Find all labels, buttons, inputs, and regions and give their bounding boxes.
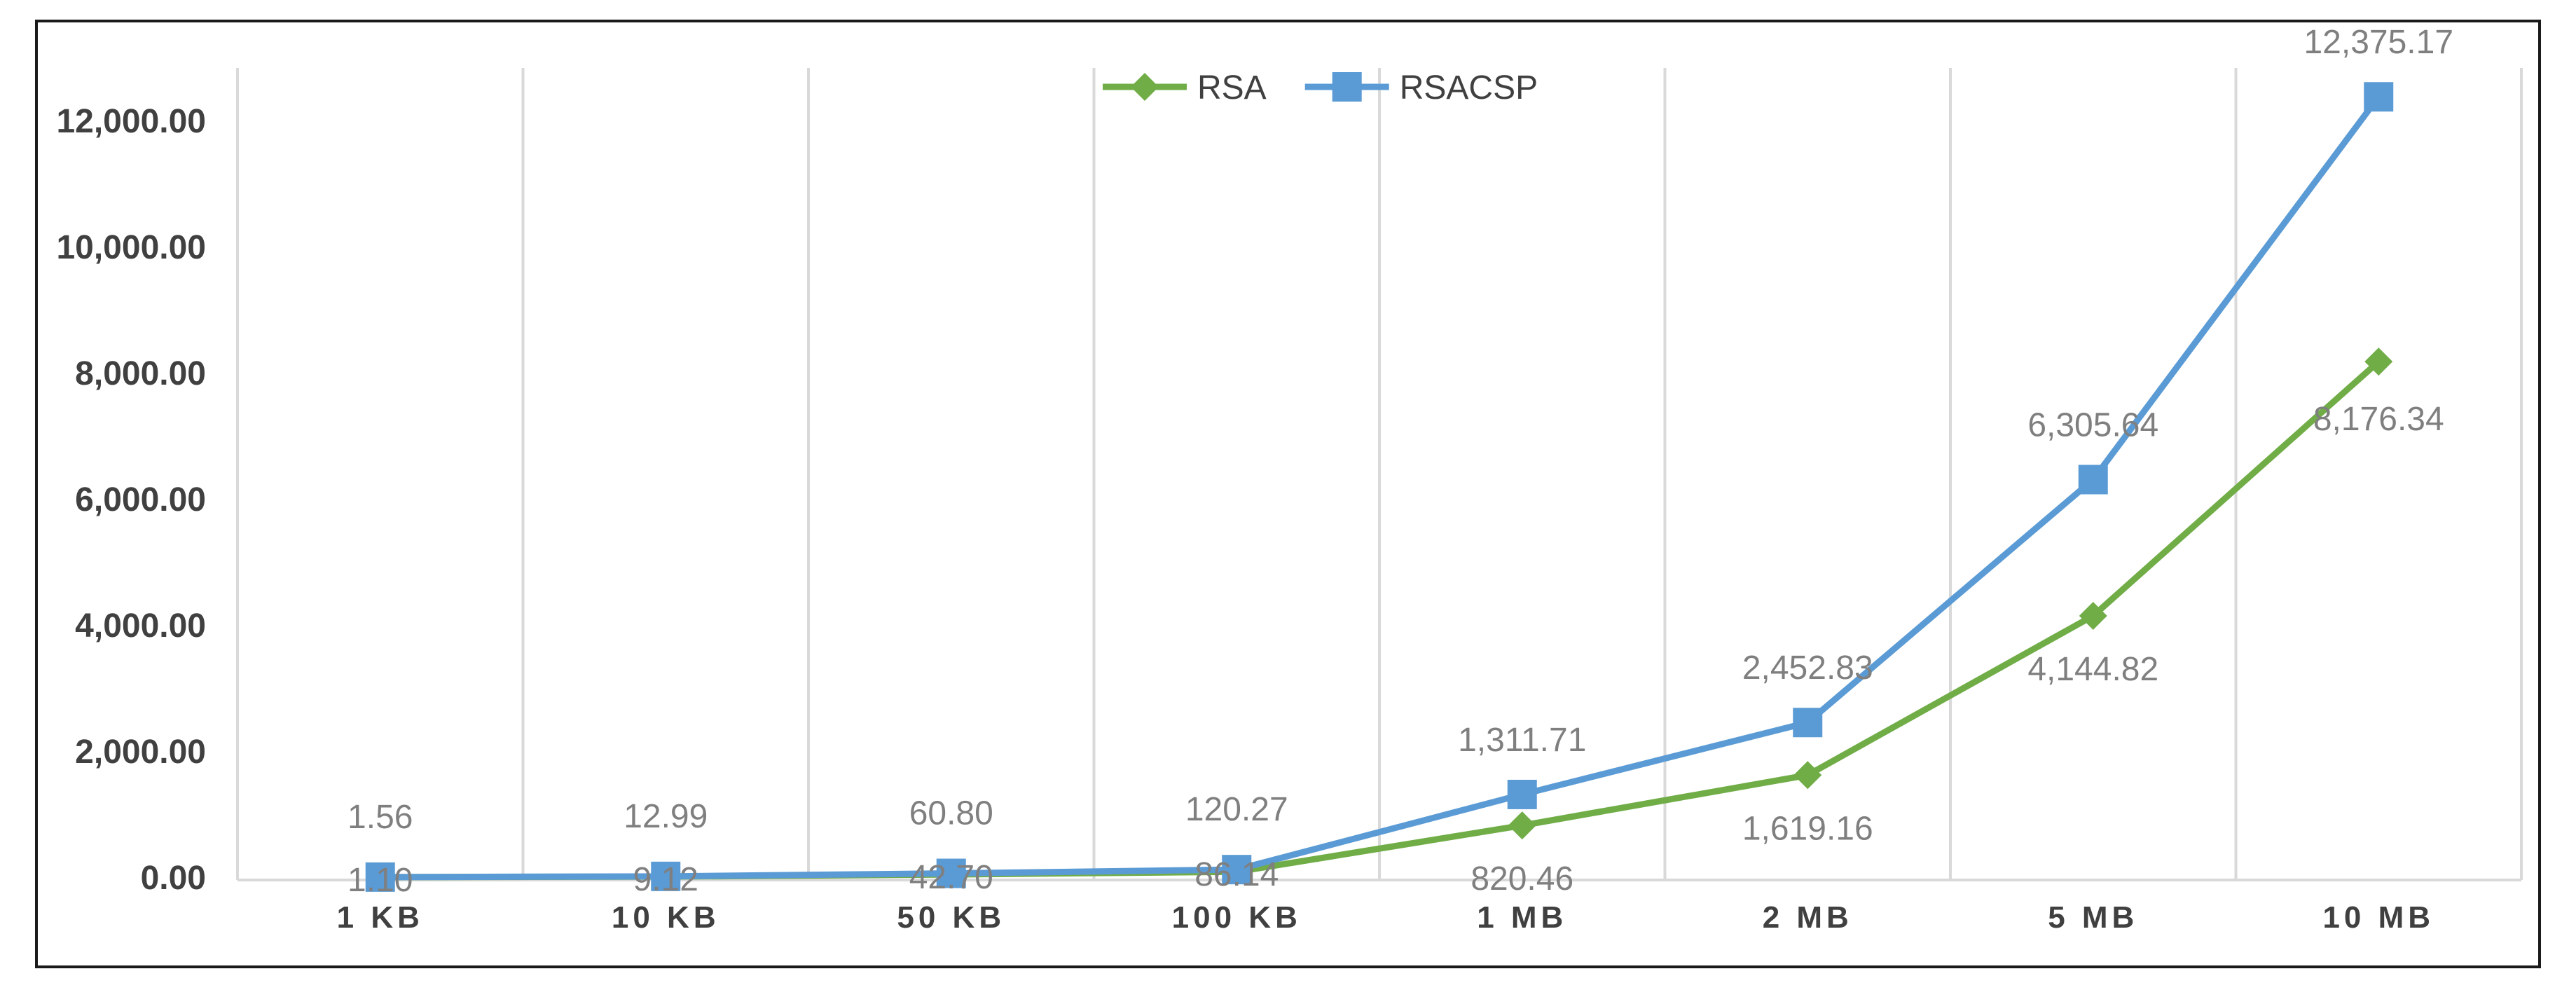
x-axis-tick-labels: 1 KB 10 KB 50 KB 100 KB 1 MB 2 MB 5 MB 10 MB bbox=[337, 900, 2434, 935]
line-chart: 0.00 2,000.00 4,000.00 6,000.00 8,000.00 10,0… bbox=[56, 24, 2523, 935]
data-label-rsacsp: 12.99 bbox=[624, 798, 708, 835]
data-labels: 1.10 9.12 42.70 86.14 820.46 1,619.16 4,144.82… bbox=[347, 24, 2453, 899]
data-label-rsa: 1,619.16 bbox=[1742, 810, 1873, 847]
data-label-rsa: 8,176.34 bbox=[2313, 401, 2444, 438]
data-label-rsa: 4,144.82 bbox=[2027, 651, 2158, 688]
x-tick-label: 2 MB bbox=[1763, 900, 1853, 935]
y-axis-tick-labels: 0.00 2,000.00 4,000.00 6,000.00 8,000.00 10,0… bbox=[56, 103, 206, 897]
data-label-rsa: 1.10 bbox=[347, 862, 413, 899]
data-point-marker bbox=[2078, 465, 2108, 495]
data-point-marker bbox=[1507, 779, 1537, 809]
data-label-rsacsp: 1,311.71 bbox=[1458, 722, 1586, 759]
data-label-rsa: 86.14 bbox=[1194, 856, 1279, 893]
legend-item-rsacsp: RSACSP bbox=[1304, 69, 1538, 106]
x-tick-label: 10 KB bbox=[612, 900, 720, 935]
data-label-rsacsp: 60.80 bbox=[909, 795, 993, 832]
legend: RSA RSACSP bbox=[1103, 69, 1538, 106]
data-point-marker bbox=[2364, 82, 2394, 112]
x-tick-label: 5 MB bbox=[2048, 900, 2138, 935]
y-tick-label: 6,000.00 bbox=[75, 481, 206, 518]
data-point-marker bbox=[651, 861, 681, 891]
x-tick-label: 100 KB bbox=[1172, 900, 1302, 935]
series-line-rsacsp bbox=[377, 93, 2382, 881]
x-tick-label: 1 MB bbox=[1477, 900, 1567, 935]
data-point-marker bbox=[2364, 348, 2393, 376]
chart-frame: 0.00 2,000.00 4,000.00 6,000.00 8,000.00 10,0… bbox=[35, 20, 2541, 968]
x-tick-label: 1 KB bbox=[337, 900, 424, 935]
y-tick-label: 2,000.00 bbox=[75, 734, 206, 771]
data-point-marker bbox=[1508, 811, 1536, 840]
grid-lines bbox=[236, 68, 2523, 880]
legend-label-rsacsp: RSACSP bbox=[1400, 69, 1538, 106]
data-point-marker bbox=[936, 858, 966, 888]
data-point-marker bbox=[1131, 73, 1159, 101]
data-point-marker bbox=[2079, 601, 2107, 630]
y-tick-label: 8,000.00 bbox=[75, 355, 206, 392]
y-tick-label: 0.00 bbox=[141, 860, 206, 897]
data-label-rsacsp: 12,375.17 bbox=[2303, 24, 2453, 61]
data-label-rsacsp: 1.56 bbox=[347, 799, 413, 836]
data-label-rsacsp: 2,452.83 bbox=[1742, 649, 1873, 687]
y-tick-label: 4,000.00 bbox=[75, 607, 206, 645]
data-label-rsacsp: 120.27 bbox=[1185, 791, 1288, 828]
legend-label-rsa: RSA bbox=[1197, 69, 1267, 106]
series-lines bbox=[365, 82, 2394, 892]
data-label-rsa: 9.12 bbox=[633, 861, 698, 898]
legend-item-rsa: RSA bbox=[1103, 69, 1267, 106]
data-point-marker bbox=[1793, 708, 1823, 738]
x-tick-label: 50 KB bbox=[897, 900, 1005, 935]
data-point-marker bbox=[1332, 72, 1362, 102]
y-tick-label: 12,000.00 bbox=[56, 103, 206, 140]
data-point-marker bbox=[365, 862, 395, 892]
x-tick-label: 10 MB bbox=[2322, 900, 2434, 935]
data-label-rsa: 42.70 bbox=[909, 859, 993, 896]
data-label-rsacsp: 6,305.64 bbox=[2027, 406, 2158, 444]
data-point-marker bbox=[1222, 855, 1252, 885]
data-label-rsa: 820.46 bbox=[1470, 860, 1573, 898]
y-tick-label: 10,000.00 bbox=[56, 229, 206, 266]
data-point-marker bbox=[1793, 761, 1822, 790]
